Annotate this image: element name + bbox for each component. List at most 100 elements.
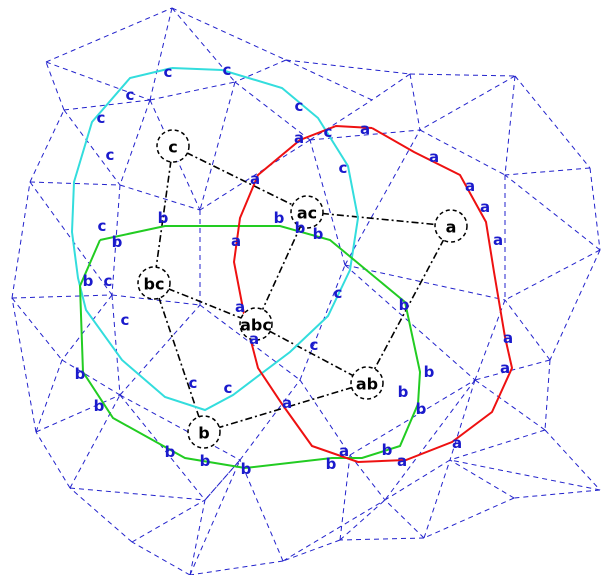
node-c-circle xyxy=(156,129,190,163)
dual-edge-abc-ab xyxy=(255,323,368,384)
region-a-vertex-label: a xyxy=(465,177,475,195)
mesh-edge xyxy=(111,184,121,296)
region-a-boundary xyxy=(232,124,514,464)
dual-edge-bc-abc xyxy=(153,282,257,325)
mesh-edge xyxy=(419,129,506,176)
mesh-edge xyxy=(29,181,113,296)
mesh-edge xyxy=(35,359,63,433)
mesh-edge xyxy=(344,264,476,381)
dual-edge-bc-b xyxy=(153,282,205,433)
mesh-edge xyxy=(189,560,284,575)
mesh-edge xyxy=(199,304,301,381)
region-b-vertex-label: b xyxy=(424,363,435,381)
mesh-edge xyxy=(449,459,515,499)
mesh-edge xyxy=(384,499,425,539)
mesh-edge xyxy=(514,75,591,169)
region-b-vertex-label: b xyxy=(94,397,105,415)
mesh-edge xyxy=(119,394,241,461)
mesh-edge xyxy=(474,379,546,431)
mesh-edge xyxy=(11,294,113,299)
mesh-edge xyxy=(409,73,516,77)
mesh-edge xyxy=(282,499,386,562)
mesh-edge xyxy=(544,359,551,431)
mesh-edge xyxy=(589,167,601,251)
mesh-edge xyxy=(29,181,121,186)
region-b-vertex-label: b xyxy=(382,441,393,459)
mesh-edge xyxy=(285,59,373,101)
node-a: a xyxy=(434,209,468,243)
mesh-edge xyxy=(504,167,591,176)
mesh-edge xyxy=(504,174,601,251)
region-b-vertex-label: b xyxy=(398,383,409,401)
region-c-vertex-label: c xyxy=(97,109,106,127)
mesh-edge xyxy=(544,429,601,491)
region-c-vertex-label: c xyxy=(126,86,135,104)
mesh-edge xyxy=(61,294,113,361)
mesh-edge xyxy=(285,59,411,75)
region-c-vertex-label: c xyxy=(189,374,198,392)
mesh-edge xyxy=(189,459,241,575)
node-bc-circle xyxy=(137,266,171,300)
region-b-vertex-label: b xyxy=(200,452,211,470)
mesh-edge xyxy=(69,487,133,543)
mesh-edge xyxy=(423,497,515,539)
mesh-edge xyxy=(11,181,31,299)
region-a-vertex-label: a xyxy=(397,452,407,470)
node-ac-label: ac xyxy=(297,204,317,223)
mesh-edge xyxy=(35,394,121,433)
mesh-edge xyxy=(131,499,206,543)
region-a-vertex-label: a xyxy=(452,434,462,452)
mesh-edge xyxy=(149,7,173,101)
node-ac-circle xyxy=(290,195,324,229)
dual-edge-c-bc xyxy=(153,145,174,284)
mesh-edge xyxy=(449,379,476,461)
region-c-vertex-label: c xyxy=(164,63,173,81)
region-boundaries xyxy=(70,67,514,470)
region-a-vertex-label: a xyxy=(231,232,241,250)
mesh-edge xyxy=(474,359,551,381)
mesh-edge xyxy=(339,454,351,541)
mesh-edge xyxy=(409,73,421,131)
mesh-edge xyxy=(111,294,121,396)
mesh-edge xyxy=(309,99,373,141)
mesh-edge xyxy=(239,459,284,562)
mesh-edge xyxy=(299,264,346,381)
region-a-vertex-label: a xyxy=(294,129,304,147)
region-a-vertex-label: a xyxy=(250,170,260,188)
mesh-edge xyxy=(69,487,206,501)
mesh-edge xyxy=(63,99,151,111)
region-c-vertex-label: c xyxy=(310,336,319,354)
region-a-vertex-label: a xyxy=(503,329,513,347)
node-a-circle xyxy=(434,209,468,243)
node-c: c xyxy=(156,129,190,163)
region-c-vertex-label: c xyxy=(295,97,304,115)
mesh-edge xyxy=(449,429,546,461)
region-b-vertex-label: b xyxy=(241,460,252,478)
region-b-vertex-label: b xyxy=(295,219,306,237)
mesh-edge xyxy=(149,81,236,101)
node-abc-circle xyxy=(239,307,273,341)
mesh-edge xyxy=(131,541,191,575)
region-b-vertex-label: b xyxy=(416,400,427,418)
mesh-edge xyxy=(119,304,201,396)
mesh-edge xyxy=(423,459,451,539)
mesh-edge xyxy=(504,299,551,361)
mesh-edge xyxy=(339,499,386,541)
mesh-edge xyxy=(309,129,421,141)
region-b-vertex-label: b xyxy=(165,443,176,461)
region-c-vertex-label: c xyxy=(224,379,233,397)
mesh-edge xyxy=(29,109,65,183)
mesh-edge xyxy=(513,489,601,499)
mesh-edge xyxy=(45,7,173,63)
region-b-vertex-label: b xyxy=(158,209,169,227)
dual-edge-c-ac xyxy=(172,145,308,213)
triangle-mesh xyxy=(11,7,601,575)
mesh-edge xyxy=(45,61,65,111)
node-ab: ab xyxy=(350,366,384,400)
mesh-edge xyxy=(63,109,121,186)
mesh-edge xyxy=(384,459,451,501)
region-b-boundary xyxy=(78,225,422,470)
mesh-edge xyxy=(504,249,601,301)
node-b-label: b xyxy=(198,424,209,443)
